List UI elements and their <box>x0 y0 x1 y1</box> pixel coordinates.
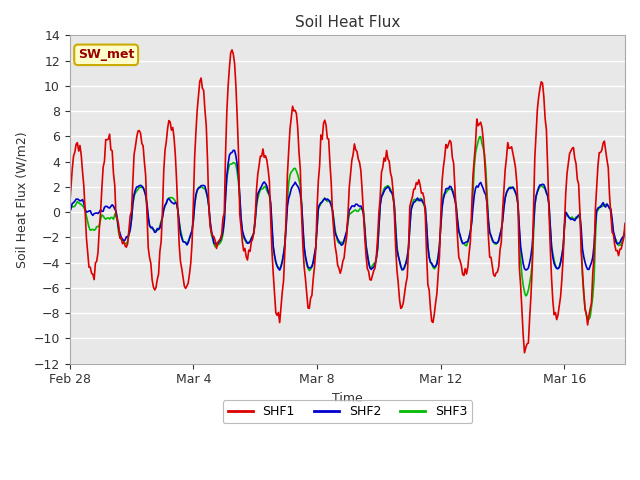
SHF1 <box>108 148 116 154</box>
Line: SHF1: SHF1 <box>70 50 625 353</box>
SHF3 <box>451 195 459 201</box>
SHF2 <box>66 209 74 215</box>
SHF3 <box>585 316 593 322</box>
SHF1 <box>389 188 397 194</box>
SHF3 <box>495 238 502 244</box>
SHF2 <box>454 217 461 223</box>
SHF2 <box>390 203 398 209</box>
Y-axis label: Soil Heat Flux (W/m2): Soil Heat Flux (W/m2) <box>15 131 28 268</box>
Text: SW_met: SW_met <box>78 48 134 61</box>
Line: SHF3: SHF3 <box>70 137 625 319</box>
SHF2 <box>577 226 585 232</box>
SHF2 <box>508 185 515 191</box>
SHF1 <box>452 208 460 214</box>
SHF1 <box>506 145 514 151</box>
SHF3 <box>388 189 396 195</box>
X-axis label: Time: Time <box>332 392 363 405</box>
SHF1 <box>621 220 629 226</box>
SHF3 <box>66 209 74 215</box>
SHF3 <box>108 215 116 220</box>
SHF3 <box>621 227 629 233</box>
SHF3 <box>506 184 514 190</box>
SHF2 <box>108 202 116 208</box>
SHF3 <box>576 211 584 216</box>
SHF2 <box>276 267 284 273</box>
SHF2 <box>621 228 629 234</box>
SHF1 <box>228 47 236 53</box>
SHF1 <box>66 203 74 209</box>
SHF3 <box>477 134 484 140</box>
Title: Soil Heat Flux: Soil Heat Flux <box>294 15 400 30</box>
SHF2 <box>230 147 237 153</box>
Line: SHF2: SHF2 <box>70 150 625 270</box>
SHF2 <box>496 231 504 237</box>
Legend: SHF1, SHF2, SHF3: SHF1, SHF2, SHF3 <box>223 400 472 423</box>
SHF1 <box>577 249 585 255</box>
SHF1 <box>521 350 529 356</box>
SHF1 <box>495 264 502 270</box>
